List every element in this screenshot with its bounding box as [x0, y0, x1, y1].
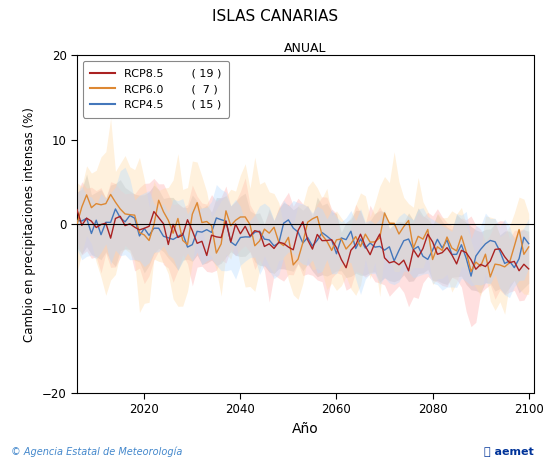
Text: Ⓐ aemet: Ⓐ aemet	[484, 447, 534, 457]
Text: ISLAS CANARIAS: ISLAS CANARIAS	[212, 9, 338, 24]
Text: © Agencia Estatal de Meteorología: © Agencia Estatal de Meteorología	[11, 447, 183, 457]
Y-axis label: Cambio en precipitaciones intensas (%): Cambio en precipitaciones intensas (%)	[23, 107, 36, 341]
X-axis label: Año: Año	[292, 422, 318, 436]
Legend: RCP8.5        ( 19 ), RCP6.0        (  7 ), RCP4.5        ( 15 ): RCP8.5 ( 19 ), RCP6.0 ( 7 ), RCP4.5 ( 15…	[82, 61, 229, 118]
Title: ANUAL: ANUAL	[284, 43, 327, 55]
